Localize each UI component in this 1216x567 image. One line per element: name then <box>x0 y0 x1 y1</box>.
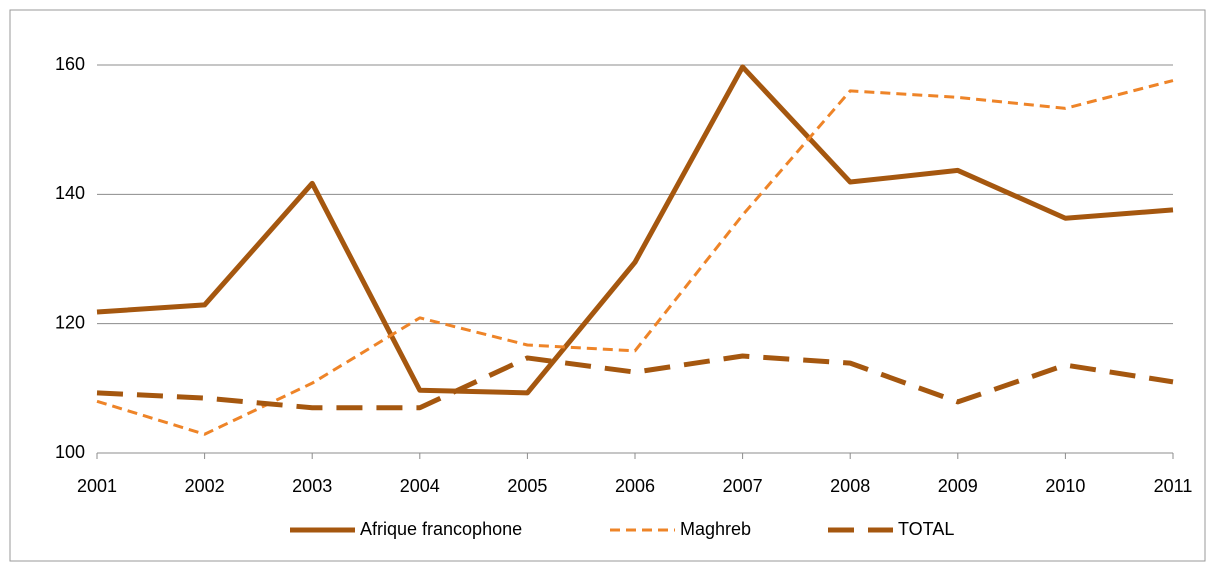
x-tick-label: 2008 <box>830 476 870 496</box>
legend-label: Afrique francophone <box>360 519 522 539</box>
x-tick-label: 2005 <box>507 476 547 496</box>
series-line <box>96 64 1174 396</box>
legend-label: Maghreb <box>680 519 751 539</box>
y-tick-label: 100 <box>55 442 85 462</box>
x-tick-label: 2004 <box>400 476 440 496</box>
y-tick-label: 140 <box>55 183 85 203</box>
x-tick-label: 2007 <box>723 476 763 496</box>
x-tick-label: 2002 <box>185 476 225 496</box>
legend-label: TOTAL <box>898 519 954 539</box>
series-line <box>96 353 1174 411</box>
y-tick-label: 160 <box>55 54 85 74</box>
x-tick-label: 2006 <box>615 476 655 496</box>
y-tick-label: 120 <box>55 312 85 332</box>
x-tick-label: 2001 <box>77 476 117 496</box>
x-tick-label: 2009 <box>938 476 978 496</box>
chart-frame <box>9 9 1206 562</box>
series-line <box>96 79 1174 436</box>
x-tick-label: 2010 <box>1045 476 1085 496</box>
x-tick-label: 2003 <box>292 476 332 496</box>
x-tick-label: 2011 <box>1154 476 1193 496</box>
